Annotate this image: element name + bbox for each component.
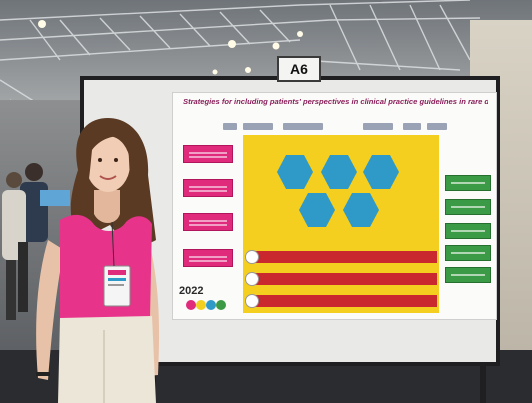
method-hexagon [343,193,379,227]
results-icon [245,272,259,286]
method-hexagon [363,155,399,189]
conference-logo: 2022 [179,285,226,310]
conclusion-box [445,223,491,239]
conclusion-box [445,175,491,191]
results-icon [245,250,259,264]
results-bar [249,295,437,307]
conclusion-box [445,199,491,215]
research-poster: Strategies for including patients' persp… [172,92,497,320]
intro-box [183,145,233,163]
results-bar [249,273,437,285]
method-hexagon [277,155,313,189]
method-hexagon [299,193,335,227]
booth-sign: A6 [277,56,321,82]
background-attendees [2,163,70,320]
board-leg [480,366,486,403]
method-hexagon [321,155,357,189]
intro-box [183,249,233,267]
intro-box [183,213,233,231]
results-bar [249,251,437,263]
conclusion-box [445,267,491,283]
conclusion-box [445,245,491,261]
intro-box [183,179,233,197]
logo-strip [213,123,453,131]
poster-title: Strategies for including patients' persp… [183,97,488,106]
results-icon [245,294,259,308]
